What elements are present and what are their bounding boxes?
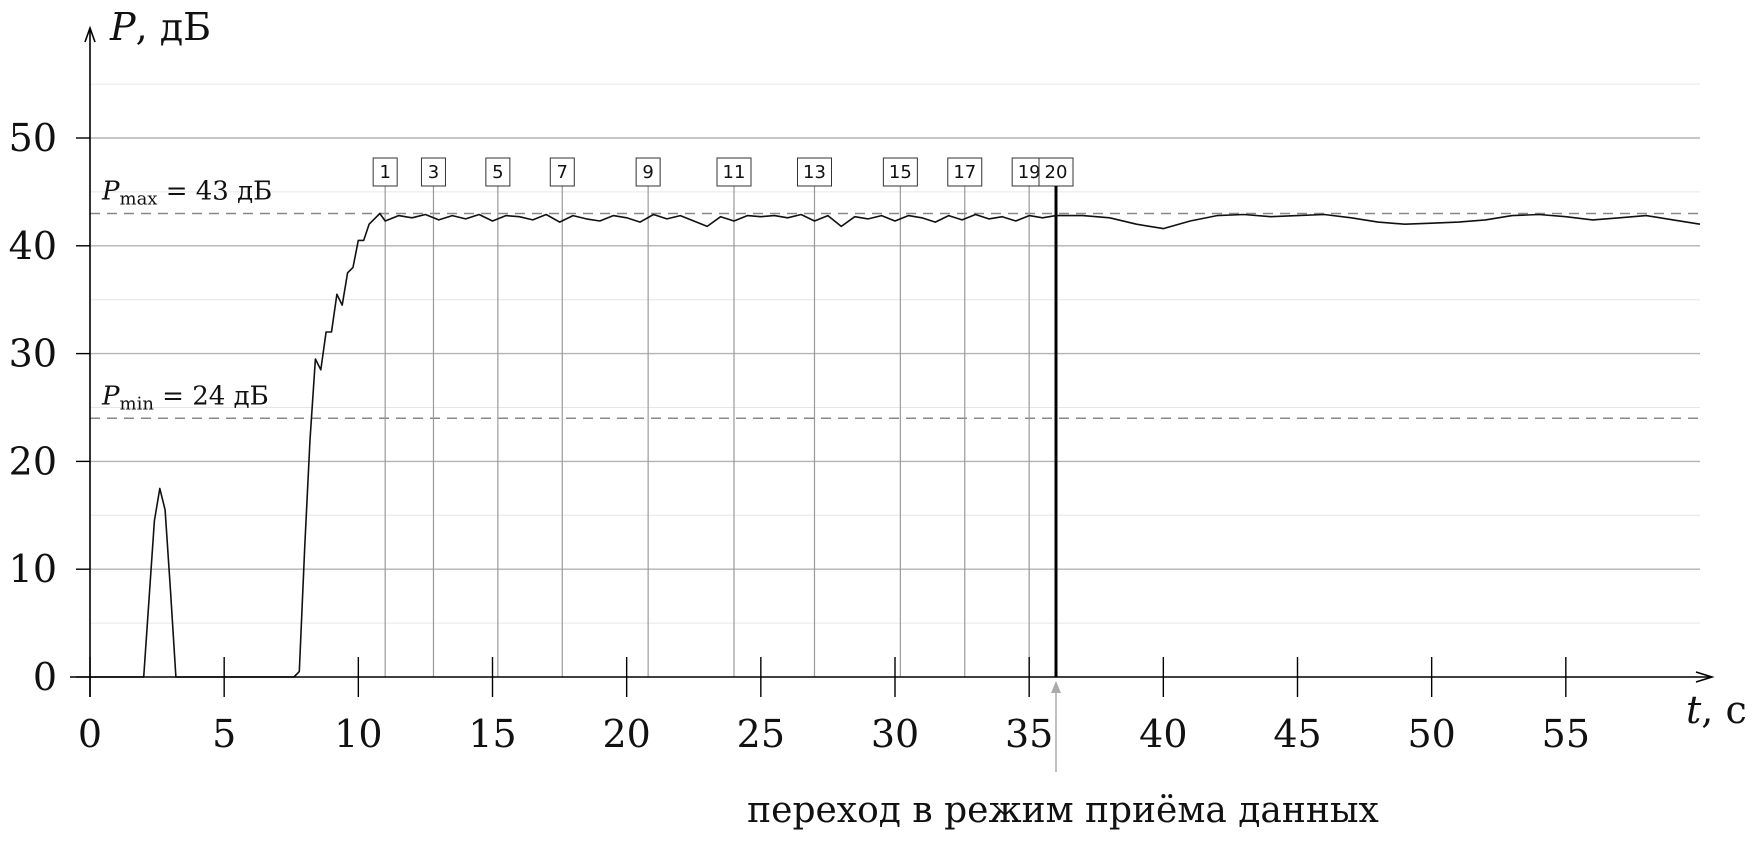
marker-label: 3 <box>428 162 439 183</box>
grid <box>90 83 1700 624</box>
marker-box <box>485 157 511 187</box>
marker-box <box>420 157 446 187</box>
axes <box>70 25 1715 697</box>
x-axis-var: t <box>1686 688 1702 732</box>
marker-label: 9 <box>642 162 653 183</box>
x-tick-label: 45 <box>1273 712 1321 756</box>
marker-box <box>716 157 752 187</box>
y-axis-arrow <box>84 25 96 43</box>
transition-pointer-arrow <box>1051 681 1061 693</box>
marker-label: 11 <box>723 162 746 183</box>
reference-line-label: Pmin = 24 дБ <box>101 381 269 414</box>
x-tick-label: 5 <box>212 712 236 756</box>
marker-label: 20 <box>1045 162 1068 183</box>
x-tick-label: 30 <box>871 712 919 756</box>
marker-label: 15 <box>889 162 912 183</box>
transition-annotation: переход в режим приёма данных <box>747 790 1379 831</box>
x-tick-label: 10 <box>334 712 382 756</box>
x-axis-unit: , с <box>1701 688 1746 732</box>
x-axis-label: t, с <box>1686 688 1747 732</box>
marker-label: 5 <box>492 162 503 183</box>
reference-line-label: Pmax = 43 дБ <box>101 176 272 209</box>
x-tick-label: 15 <box>468 712 516 756</box>
y-tick-label: 30 <box>9 332 57 376</box>
y-tick-label: 0 <box>33 655 57 699</box>
y-tick-label: 50 <box>9 116 57 160</box>
marker-box <box>372 157 398 187</box>
marker-box <box>882 157 918 187</box>
marker-label: 19 <box>1018 162 1041 183</box>
x-tick-label: 35 <box>1005 712 1053 756</box>
x-tick-label: 50 <box>1407 712 1455 756</box>
marker-box <box>947 157 983 187</box>
x-tick-label: 55 <box>1542 712 1590 756</box>
x-axis-arrow <box>1695 671 1715 683</box>
y-tick-label: 40 <box>9 224 57 268</box>
marker-label: 7 <box>557 162 568 183</box>
event-markers: 1 3 5 7 9 11 13 15 17 19 20 <box>372 157 1074 772</box>
series-line <box>90 212 1701 678</box>
series <box>90 212 1701 678</box>
y-tick-label: 10 <box>9 547 57 591</box>
marker-box <box>549 157 575 187</box>
marker-label: 13 <box>803 162 826 183</box>
x-tick-label: 25 <box>737 712 785 756</box>
x-tick-label: 20 <box>602 712 650 756</box>
y-axis-label: P, дБ <box>109 5 211 49</box>
marker-box <box>635 157 661 187</box>
reference-lines: Pmax = 43 дБ Pmin = 24 дБ <box>90 176 1700 420</box>
marker-label: 1 <box>379 162 390 183</box>
y-tick-label: 20 <box>9 439 57 483</box>
y-axis-unit: , дБ <box>136 5 211 49</box>
y-axis-var: P <box>109 5 137 49</box>
marker-label: 17 <box>953 162 976 183</box>
x-tick-label: 0 <box>78 712 102 756</box>
marker-box <box>797 157 832 187</box>
x-tick-label: 40 <box>1139 712 1187 756</box>
